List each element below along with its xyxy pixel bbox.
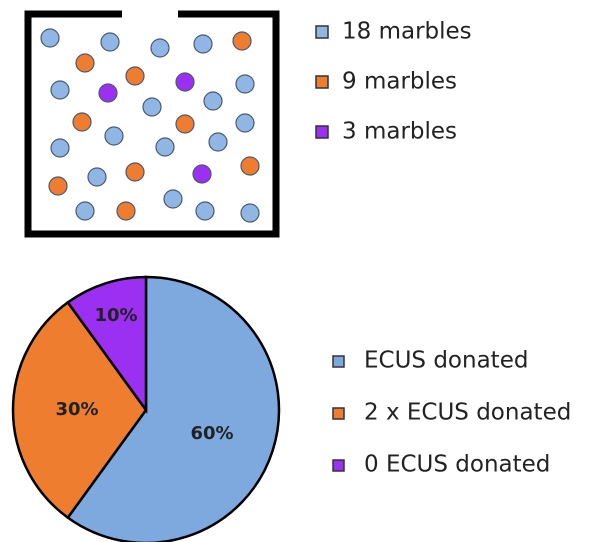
marble xyxy=(203,91,223,111)
legend-label: 18 marbles xyxy=(342,19,472,45)
marble xyxy=(163,189,183,209)
marble xyxy=(240,203,260,223)
marble xyxy=(240,156,260,176)
legend-swatch xyxy=(332,459,345,472)
marble xyxy=(142,97,162,117)
legend-swatch xyxy=(332,355,345,368)
marble xyxy=(232,31,252,51)
legend-label: ECUS donated xyxy=(364,348,528,374)
legend-label: 0 ECUS donated xyxy=(364,452,550,478)
marble xyxy=(150,38,170,58)
legend-swatch xyxy=(315,25,329,39)
slice-label: 30% xyxy=(55,399,98,420)
marble xyxy=(208,132,228,152)
marble xyxy=(104,126,124,146)
legend-label: 9 marbles xyxy=(342,69,457,95)
marble xyxy=(235,113,255,133)
pie-slice xyxy=(11,300,148,520)
legend-label: 2 x ECUS donated xyxy=(364,400,571,426)
legend-swatch xyxy=(315,125,329,139)
pie-slice xyxy=(66,275,148,414)
marble xyxy=(195,201,215,221)
marbles xyxy=(40,28,260,223)
marble xyxy=(40,28,60,48)
marble xyxy=(235,74,255,94)
marble xyxy=(48,176,68,196)
marble xyxy=(193,34,213,54)
marble xyxy=(72,112,92,132)
marble xyxy=(98,83,118,103)
marble xyxy=(155,137,175,157)
marble xyxy=(116,201,136,221)
marble xyxy=(125,66,145,86)
marble xyxy=(175,114,195,134)
marble xyxy=(125,162,145,182)
legend-label: 3 marbles xyxy=(342,119,457,145)
jar xyxy=(24,10,280,238)
slice-label: 60% xyxy=(190,423,233,444)
marble xyxy=(50,80,70,100)
marble xyxy=(87,167,107,187)
marble xyxy=(175,72,195,92)
marble xyxy=(100,32,120,52)
marble xyxy=(75,53,95,73)
marble xyxy=(192,164,212,184)
legend-swatch xyxy=(332,407,345,420)
slice-label: 10% xyxy=(94,305,137,326)
marble xyxy=(50,138,70,158)
legend-swatch xyxy=(315,75,329,89)
pie-slice xyxy=(66,275,281,542)
pie xyxy=(11,275,281,542)
marble xyxy=(75,201,95,221)
